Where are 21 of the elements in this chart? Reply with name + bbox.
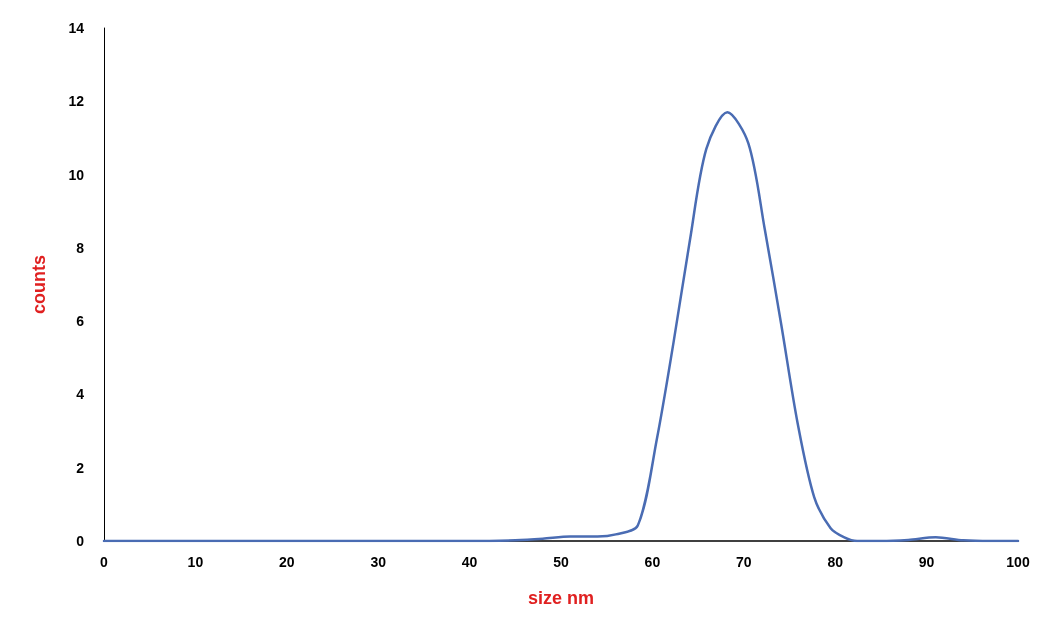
x-tick-label: 60	[644, 554, 661, 570]
y-tick-label: 10	[68, 166, 85, 183]
x-tick-label: 50	[553, 554, 569, 570]
y-tick-label: 14	[68, 20, 85, 36]
x-tick-label: 10	[187, 554, 204, 570]
x-tick-label: 20	[279, 554, 295, 570]
y-tick-label: 6	[76, 313, 85, 330]
y-axis-title: counts	[29, 254, 49, 315]
y-tick-label: 2	[76, 459, 85, 476]
x-tick-label: 40	[461, 554, 478, 570]
y-tick-label: 0	[76, 533, 85, 549]
x-tick-label: 0	[100, 554, 109, 570]
y-tick-label: 4	[76, 386, 85, 403]
x-tick-label: 100	[1006, 554, 1030, 570]
x-tick-label: 70	[736, 554, 752, 570]
x-tick-label: 80	[827, 554, 844, 570]
y-tick-label: 8	[76, 239, 85, 256]
x-tick-label: 30	[370, 554, 387, 570]
x-tick-label: 90	[918, 554, 935, 570]
x-axis-title: size nm	[527, 588, 595, 608]
y-tick-label: 12	[68, 93, 85, 110]
